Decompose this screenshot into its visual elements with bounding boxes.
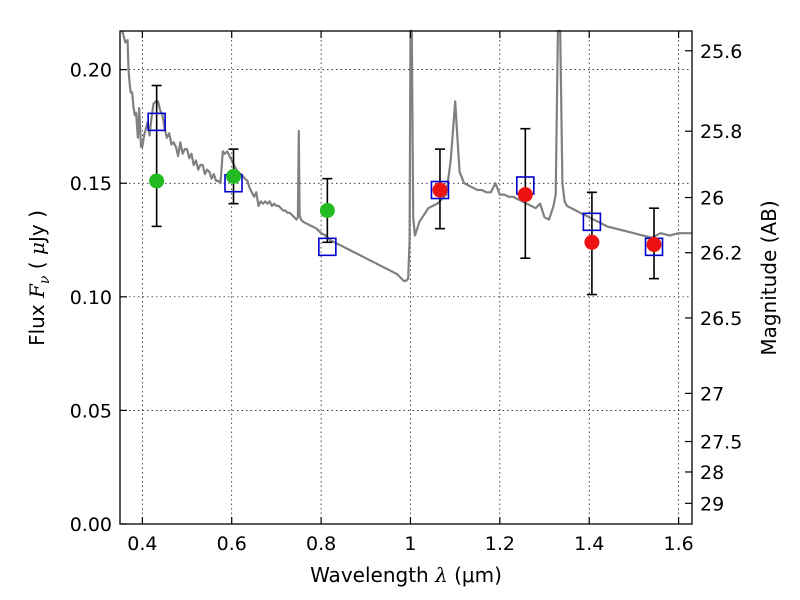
model-flux-square bbox=[430, 180, 450, 200]
y2-tick-label: 27 bbox=[700, 383, 724, 405]
model-flux-square bbox=[318, 237, 337, 257]
grid bbox=[120, 31, 692, 525]
y-tick-labels: 0.00 0.05 0.10 0.15 0.20 bbox=[70, 60, 112, 536]
y-tick-label: 0.15 bbox=[70, 173, 112, 195]
x-tick-label: 1.2 bbox=[485, 533, 515, 555]
observed-flux-point bbox=[226, 168, 242, 184]
y2-tick-label: 28 bbox=[700, 462, 724, 484]
axis-ticks bbox=[120, 31, 692, 525]
x-tick-label: 0.8 bbox=[306, 533, 336, 555]
observed-flux-point bbox=[517, 187, 533, 203]
y2-tick-label: 27.5 bbox=[700, 432, 742, 454]
observed-flux-point bbox=[319, 202, 335, 218]
observed-flux-markers bbox=[149, 168, 662, 253]
x-tick-labels: 0.4 0.6 0.8 1 1.2 1.4 1.6 bbox=[127, 533, 693, 555]
y2-axis-title: Magnitude (AB) bbox=[757, 200, 781, 355]
y2-tick-label: 26.5 bbox=[700, 308, 742, 330]
template-spectrum-line bbox=[121, 29, 692, 282]
observed-flux-point bbox=[149, 173, 165, 189]
y-tick-label: 0.10 bbox=[70, 287, 112, 309]
observed-flux-point bbox=[646, 237, 662, 253]
model-flux-square bbox=[582, 212, 602, 232]
x-tick-label: 1 bbox=[404, 533, 416, 555]
y2-tick-label: 25.8 bbox=[700, 121, 742, 143]
x-tick-label: 1.4 bbox=[574, 533, 604, 555]
y2-tick-label: 26 bbox=[700, 188, 724, 210]
y2-tick-label: 25.6 bbox=[700, 41, 742, 63]
model-flux-markers bbox=[147, 112, 664, 257]
y2-tick-labels: 25.6 25.8 26 26.2 26.5 27 27.5 28 29 bbox=[700, 41, 742, 516]
x-tick-label: 0.6 bbox=[217, 533, 247, 555]
x-tick-label: 0.4 bbox=[127, 533, 157, 555]
plot-frame bbox=[119, 30, 693, 525]
x-tick-label: 1.6 bbox=[663, 533, 693, 555]
template-spectrum bbox=[121, 29, 692, 282]
observed-flux-point bbox=[432, 182, 448, 198]
model-flux-square bbox=[147, 112, 166, 132]
x-axis-title: Wavelength λ (μm) bbox=[310, 563, 502, 587]
y2-tick-label: 26.2 bbox=[700, 243, 742, 265]
y-axis-title: Flux Fν ( μJy ) bbox=[25, 210, 53, 346]
y-tick-label: 0.00 bbox=[70, 514, 112, 536]
observed-flux-point bbox=[584, 234, 600, 250]
y2-tick-label: 29 bbox=[700, 493, 724, 515]
y-tick-label: 0.20 bbox=[70, 60, 112, 82]
error-bars bbox=[151, 84, 660, 296]
y-tick-label: 0.05 bbox=[70, 400, 112, 422]
